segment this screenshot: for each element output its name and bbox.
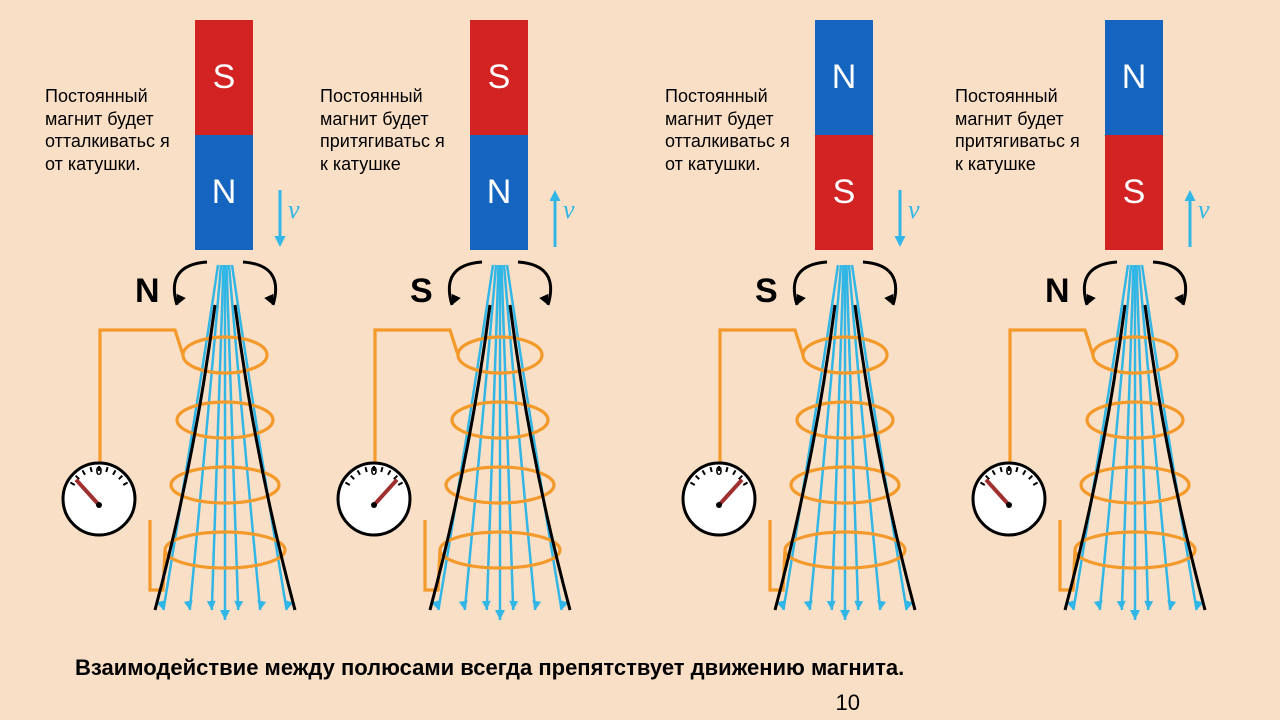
velocity-symbol: v⃗	[1198, 195, 1230, 225]
panel-caption: Постоянный магнит будет притягиватьс я к…	[955, 85, 1085, 175]
bar-magnet: SN	[470, 20, 528, 250]
magnet-pole-top: S	[195, 20, 253, 135]
velocity-symbol: v⃗	[288, 195, 320, 225]
svg-text:0: 0	[716, 464, 723, 478]
svg-text:0: 0	[371, 464, 378, 478]
page-number: 10	[836, 690, 860, 716]
galvanometer-icon: 0	[335, 460, 413, 538]
bar-magnet: SN	[195, 20, 253, 250]
panel-caption: Постоянный магнит будет отталкиватьс я о…	[45, 85, 175, 175]
panel-caption: Постоянный магнит будет отталкиватьс я о…	[665, 85, 795, 175]
magnet-pole-top: S	[470, 20, 528, 135]
galvanometer-icon: 0	[970, 460, 1048, 538]
panel-4: Постоянный магнит будет притягиватьс я к…	[955, 20, 1250, 640]
bottom-caption: Взаимодействие между полюсами всегда пре…	[75, 655, 904, 681]
magnet-pole-top: N	[815, 20, 873, 135]
magnet-pole-bottom: S	[1105, 135, 1163, 250]
bar-magnet: NS	[1105, 20, 1163, 250]
galvanometer-icon: 0	[680, 460, 758, 538]
magnet-pole-bottom: S	[815, 135, 873, 250]
bar-magnet: NS	[815, 20, 873, 250]
panel-1: Постоянный магнит будет отталкиватьс я о…	[45, 20, 340, 640]
coil-diagram-icon	[1000, 260, 1155, 620]
coil-diagram-icon	[90, 260, 245, 620]
svg-text:0: 0	[1006, 464, 1013, 478]
panel-caption: Постоянный магнит будет притягиватьс я к…	[320, 85, 450, 175]
magnet-pole-bottom: N	[470, 135, 528, 250]
coil-diagram-icon	[365, 260, 520, 620]
galvanometer-icon: 0	[60, 460, 138, 538]
magnet-pole-top: N	[1105, 20, 1163, 135]
magnet-pole-bottom: N	[195, 135, 253, 250]
panel-3: Постоянный магнит будет отталкиватьс я о…	[665, 20, 960, 640]
svg-text:0: 0	[96, 464, 103, 478]
panel-2: Постоянный магнит будет притягиватьс я к…	[320, 20, 615, 640]
velocity-symbol: v⃗	[563, 195, 595, 225]
velocity-symbol: v⃗	[908, 195, 940, 225]
coil-diagram-icon	[710, 260, 865, 620]
